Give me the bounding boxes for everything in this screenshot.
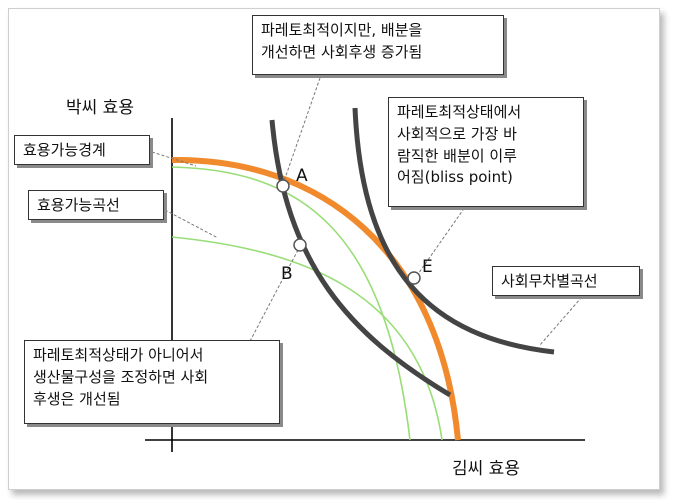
point-e-label: E [422,257,433,277]
social-indifference-curve-2 [352,107,555,355]
leader-top [282,77,321,185]
leader-bottom [247,249,299,346]
leader-frontier [151,151,197,167]
utility-possibility-frontier [171,156,461,441]
point-b-label: B [281,264,293,284]
callout-utility-frontier: 효용가능경계 [14,135,150,165]
point-b-marker [293,238,307,252]
callout-pareto-improvable: 파레토최적이지만, 배분을 개선하면 사회후생 증가됨 [252,15,504,75]
x-axis-label: 김씨 효용 [452,459,520,479]
social-indifference-curve-1 [269,119,452,398]
point-e-marker [407,271,421,285]
leader-indifference [539,281,596,346]
utility-possibility-curve-2 [171,236,443,441]
callout-not-pareto: 파레토최적상태가 아니어서 생산물구성을 조정하면 사회 후생은 개선됨 [24,340,280,424]
leader-bliss [415,199,471,278]
point-a-marker [276,179,290,193]
callout-social-indifference: 사회무차별곡선 [492,266,640,296]
y-axis-label: 박씨 효용 [66,98,134,118]
callout-bliss-point: 파레토최적상태에서 사회적으로 가장 바 람직한 배분이 이루 어짐(bliss… [388,97,584,207]
point-a-label: A [296,166,308,186]
leader-curve [164,209,219,239]
callout-utility-curve: 효용가능곡선 [28,190,164,220]
